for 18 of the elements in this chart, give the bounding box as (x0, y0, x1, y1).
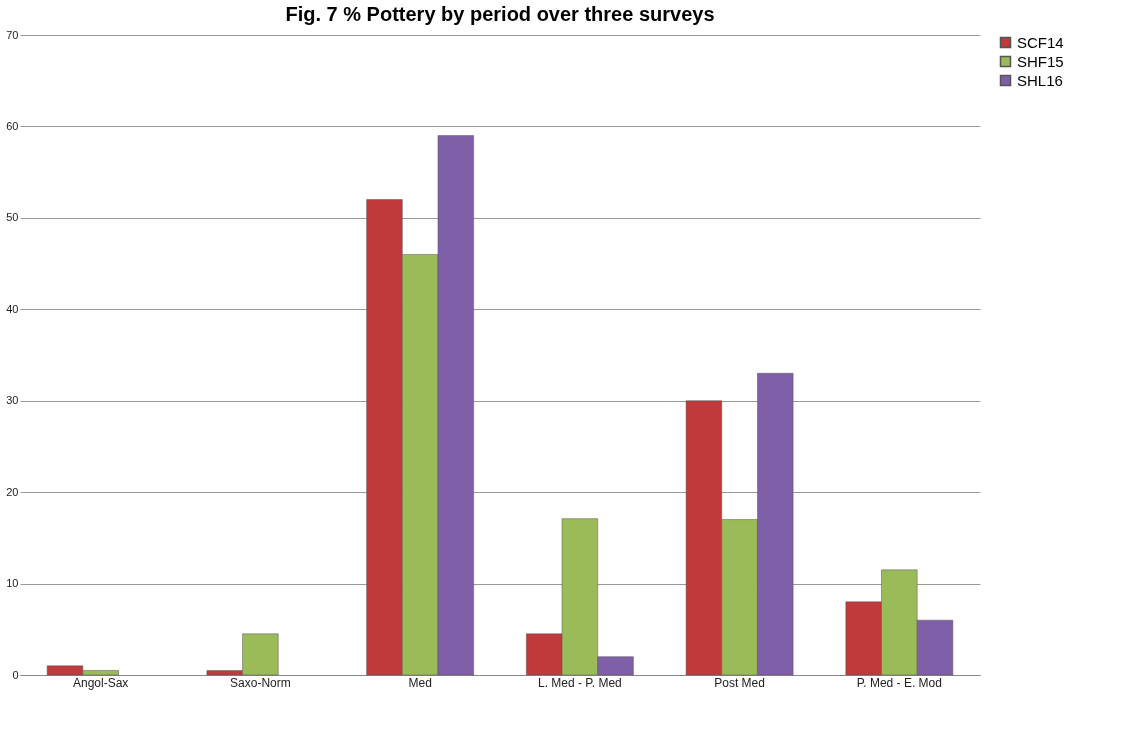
x-tick-label: P. Med - E. Mod (856, 675, 942, 690)
x-tick-label: Angol-Sax (72, 675, 129, 690)
y-tick-label: 10 (6, 577, 19, 590)
y-tick-label: 50 (6, 211, 19, 224)
y-tick-label: 20 (6, 485, 19, 498)
legend-label: SHF15 (1017, 52, 1064, 70)
x-tick-label: L. Med - P. Med (537, 675, 622, 690)
y-tick-label: 60 (6, 119, 19, 132)
legend-label: SCF14 (1017, 33, 1064, 51)
y-tick-label: 30 (6, 394, 19, 407)
x-tick-label: Med (408, 675, 432, 690)
legend-label: SHL16 (1017, 71, 1063, 89)
y-tick-label: 40 (6, 302, 19, 315)
y-tick-label: 0 (12, 668, 19, 681)
x-tick-label: Saxo-Norm (230, 675, 291, 690)
x-tick-label: Post Med (714, 675, 765, 690)
chart-title: Fig. 7 % Pottery by period over three surveys (285, 3, 715, 25)
y-tick-label: 70 (6, 28, 19, 41)
